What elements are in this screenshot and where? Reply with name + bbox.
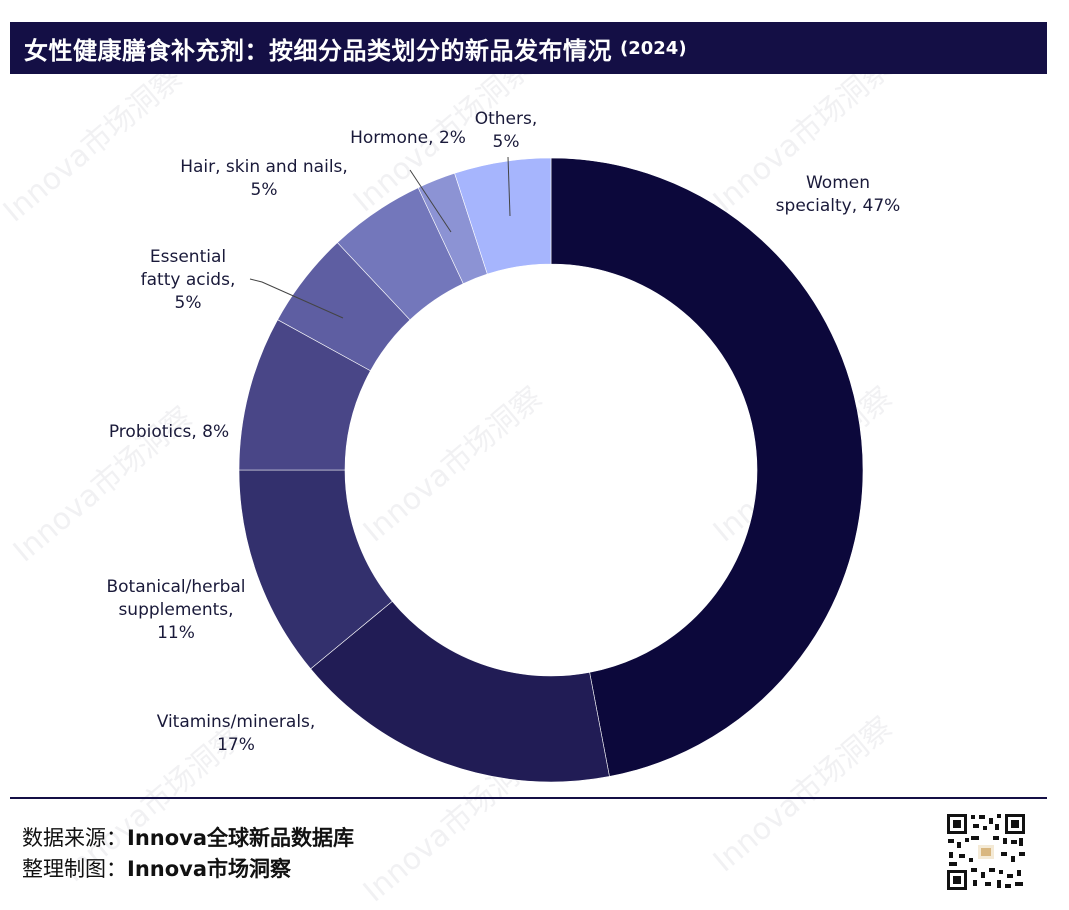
data-label-essential-fatty-acids: Essential fatty acids, 5% [141,247,236,313]
data-label-women-specialty: Women specialty, 47% [776,173,901,216]
source-key: 数据来源： [22,826,127,850]
credit-key: 整理制图： [22,857,127,881]
chart-title-year: (2024) [620,37,687,59]
slice-vitamins-minerals[interactable] [310,600,610,783]
qr-code[interactable] [945,812,1027,892]
donut-chart: Women specialty, 47% Vitamins/minerals, 17%… [106,109,901,783]
credit-value: Innova市场洞察 [127,857,292,881]
credit-line: 整理制图：Innova市场洞察 [22,853,291,883]
leader-line-others [507,156,511,217]
title-bar: 女性健康膳食补充剂：按细分品类划分的新品发布情况 (2024) [10,22,1047,74]
data-label-probiotics: Probiotics, 8% [109,422,229,442]
footer-divider [10,797,1047,799]
leader-line-essential-fatty-acids [249,278,344,319]
data-label-hormone: Hormone, 2% [350,128,466,148]
source-line: 数据来源：Innova全球新品数据库 [22,822,354,852]
source-value: Innova全球新品数据库 [127,826,355,850]
data-label-others: Others, 5% [475,109,538,152]
data-label-botanical-herbal-supplements: Botanical/herbal supplements, 11% [106,577,245,643]
data-label-vitamins-minerals: Vitamins/minerals, 17% [157,712,316,755]
slice-others[interactable] [454,157,552,275]
data-label-hair-skin-and-nails: Hair, skin and nails, 5% [180,157,348,200]
chart-title: 女性健康膳食补充剂：按细分品类划分的新品发布情况 [24,36,612,65]
slice-women-specialty[interactable] [550,157,864,777]
leader-line-hormone [409,169,452,233]
